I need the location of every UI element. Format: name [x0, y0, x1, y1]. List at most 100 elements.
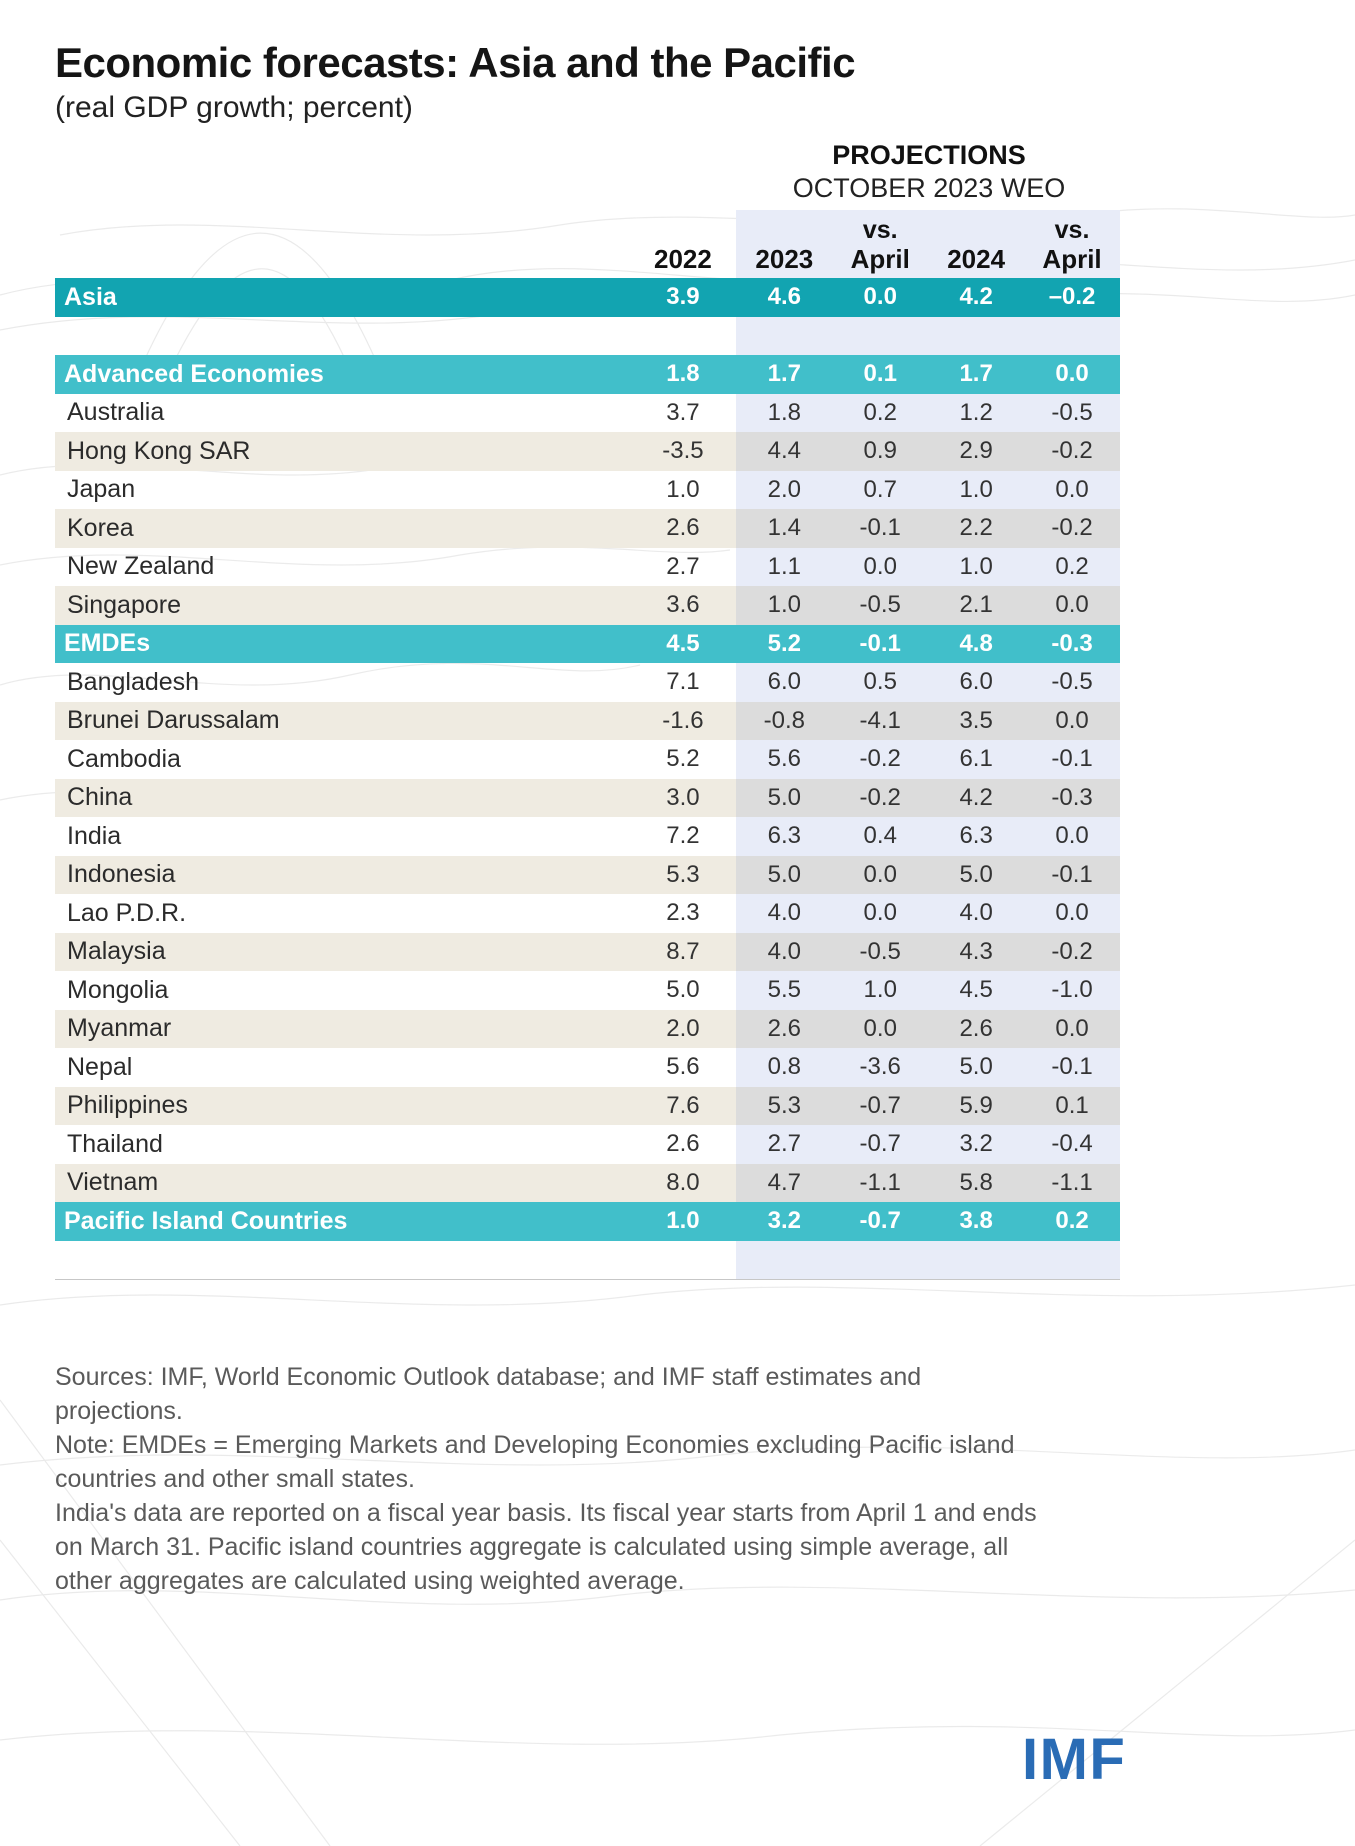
- row-label: China: [67, 783, 133, 812]
- row-label: Advanced Economies: [64, 359, 324, 388]
- section-row: Asia 3.9 4.6 0.0 4.2 –0.2: [55, 278, 1120, 317]
- cell-vs-april-2023: -0.2: [832, 740, 929, 779]
- cell-2022: 2.7: [666, 552, 700, 580]
- cell-2023: 1.0: [736, 586, 833, 625]
- table-row: Japan 1.0 2.0 0.7 1.0 0.0: [55, 470, 1120, 510]
- page-subtitle: (real GDP growth; percent): [55, 91, 413, 125]
- table-row: Cambodia 5.2 5.6 -0.2 6.1 -0.1: [55, 740, 1120, 779]
- cell-vs-april-2024: –0.2: [1048, 283, 1096, 311]
- cell-vs-april-2024: 0.2: [1024, 547, 1120, 587]
- cell-2024: 6.1: [928, 740, 1025, 779]
- cell-2024: 3.8: [959, 1207, 993, 1235]
- cell-vs-april-2024: [1024, 316, 1120, 356]
- cell-vs-april-2024: [1024, 1240, 1120, 1280]
- cell-2023: 1.1: [736, 547, 833, 587]
- cell-2023: 5.3: [736, 1086, 833, 1126]
- table-row: Singapore 3.6 1.0 -0.5 2.1 0.0: [55, 586, 1120, 625]
- cell-2023: -0.8: [736, 701, 833, 741]
- section-row: Advanced Economies 1.8 1.7 0.1 1.7 0.0: [55, 355, 1120, 394]
- row-label: Philippines: [67, 1091, 188, 1120]
- cell-vs-april-2024: -0.4: [1024, 1125, 1120, 1164]
- cell-vs-april-2023: 0.4: [832, 817, 929, 856]
- section-row: EMDEs 4.5 5.2 -0.1 4.8 -0.3: [55, 624, 1120, 664]
- cell-2024: 2.1: [928, 586, 1025, 625]
- cell-2024: 4.0: [928, 894, 1025, 933]
- row-label: [55, 317, 629, 356]
- cell-2023: 5.6: [736, 740, 833, 779]
- cell-vs-april-2023: -1.1: [832, 1163, 929, 1203]
- cell-2022: 4.5: [666, 629, 700, 657]
- cell-vs-april-2023: 0.1: [863, 360, 897, 388]
- cell-vs-april-2023: 0.5: [832, 663, 929, 702]
- row-label: Indonesia: [67, 860, 176, 889]
- cell-vs-april-2023: 0.0: [832, 855, 929, 895]
- cell-2024: 4.2: [928, 778, 1025, 818]
- cell-2022: -1.6: [662, 706, 704, 734]
- cell-vs-april-2024: -0.2: [1024, 932, 1120, 972]
- table-row: Australia 3.7 1.8 0.2 1.2 -0.5: [55, 393, 1120, 433]
- cell-2023: 4.6: [767, 283, 802, 311]
- row-label: New Zealand: [67, 552, 215, 581]
- row-label: Malaysia: [67, 937, 166, 966]
- cell-2024: 4.3: [928, 932, 1025, 972]
- footnote-line: Note: EMDEs = Emerging Markets and Devel…: [55, 1431, 1015, 1494]
- cell-vs-april-2024: -0.1: [1024, 740, 1120, 779]
- row-label: India: [67, 821, 122, 850]
- column-header-spacer: [55, 210, 629, 278]
- cell-2023: 4.7: [736, 1163, 833, 1203]
- cell-vs-april-2024: 0.1: [1024, 1086, 1120, 1126]
- table-row: Philippines 7.6 5.3 -0.7 5.9 0.1: [55, 1086, 1120, 1126]
- cell-vs-april-2023: 0.2: [832, 393, 929, 433]
- cell-2022: 8.7: [666, 937, 700, 965]
- cell-2023: 6.0: [736, 663, 833, 702]
- table-row: New Zealand 2.7 1.1 0.0 1.0 0.2: [55, 547, 1120, 587]
- cell-vs-april-2023: -0.2: [832, 778, 929, 818]
- column-header-row: 2022 2023 vs. April 2024 vs. April: [55, 210, 1120, 279]
- cell-2022: 1.8: [666, 360, 700, 388]
- cell-2023: 1.4: [736, 509, 833, 548]
- row-label: Mongolia: [67, 975, 169, 1004]
- cell-vs-april-2024: -1.1: [1024, 1163, 1120, 1203]
- cell-vs-april-2024: -0.5: [1024, 663, 1120, 702]
- cell-2023: 4.0: [736, 894, 833, 933]
- cell-vs-april-2023: -0.5: [832, 586, 929, 625]
- cell-vs-april-2023: -0.5: [832, 932, 929, 972]
- cell-vs-april-2023: 0.0: [863, 283, 897, 311]
- row-label: Asia: [64, 282, 117, 311]
- cell-vs-april-2024: -0.1: [1024, 855, 1120, 895]
- table-row: Myanmar 2.0 2.6 0.0 2.6 0.0: [55, 1009, 1120, 1049]
- cell-vs-april-2023: 1.0: [832, 971, 929, 1010]
- table-row: Korea 2.6 1.4 -0.1 2.2 -0.2: [55, 509, 1120, 548]
- cell-vs-april-2023: -4.1: [832, 701, 929, 741]
- cell-vs-april-2024: -0.3: [1051, 629, 1093, 657]
- page-title: Economic forecasts: Asia and the Pacific: [55, 39, 856, 86]
- cell-2022: 2.6: [666, 1130, 700, 1158]
- cell-2022: -3.5: [662, 437, 704, 465]
- cell-2024: 4.8: [959, 629, 993, 657]
- cell-vs-april-2023: -3.6: [832, 1048, 929, 1087]
- cell-2022: 3.0: [666, 783, 700, 811]
- cell-vs-april-2023: 0.0: [832, 547, 929, 587]
- cell-vs-april-2024: 0.0: [1024, 1009, 1120, 1049]
- cell-2022: 2.0: [666, 1014, 700, 1042]
- cell-2024: 1.0: [928, 470, 1025, 510]
- cell-vs-april-2024: 0.0: [1024, 701, 1120, 741]
- row-label: [55, 1241, 629, 1280]
- cell-2023: 2.7: [736, 1125, 833, 1164]
- cell-vs-april-2024: 0.0: [1024, 586, 1120, 625]
- cell-2023: 2.6: [736, 1009, 833, 1049]
- cell-2022: 1.0: [666, 1207, 700, 1235]
- cell-vs-april-2024: -0.5: [1024, 393, 1120, 433]
- cell-vs-april-2023: [832, 1240, 929, 1280]
- cell-2023: 5.0: [736, 778, 833, 818]
- column-header-vs-april-2024: vs. April: [1024, 210, 1120, 279]
- cell-2023: 5.5: [736, 971, 833, 1010]
- cell-2023: 6.3: [736, 817, 833, 856]
- table-row: Brunei Darussalam -1.6 -0.8 -4.1 3.5 0.0: [55, 701, 1120, 741]
- cell-vs-april-2024: -0.2: [1024, 509, 1120, 548]
- table-row: Vietnam 8.0 4.7 -1.1 5.8 -1.1: [55, 1163, 1120, 1203]
- imf-logo: IMF: [1022, 1727, 1127, 1792]
- cell-vs-april-2024: -0.1: [1024, 1048, 1120, 1087]
- cell-2024: 3.5: [928, 701, 1025, 741]
- row-label: Korea: [67, 513, 134, 542]
